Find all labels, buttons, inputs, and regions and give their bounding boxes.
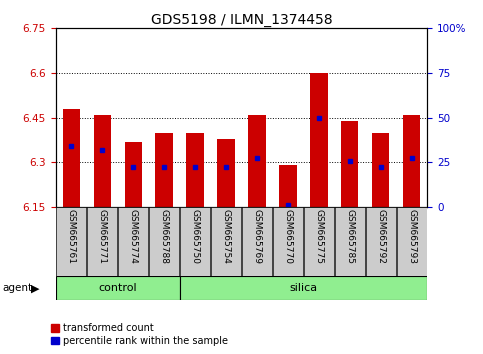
Text: GSM665792: GSM665792 xyxy=(376,209,385,264)
Text: control: control xyxy=(98,283,137,293)
Text: GSM665754: GSM665754 xyxy=(222,209,230,264)
Text: ▶: ▶ xyxy=(31,283,40,293)
Bar xyxy=(341,121,358,207)
Text: GSM665788: GSM665788 xyxy=(159,209,169,264)
Text: GSM665750: GSM665750 xyxy=(190,209,199,264)
Bar xyxy=(94,115,111,207)
Text: agent: agent xyxy=(2,283,32,293)
Bar xyxy=(280,165,297,207)
Bar xyxy=(62,109,80,207)
Bar xyxy=(149,207,179,276)
Bar xyxy=(118,207,148,276)
Bar xyxy=(186,133,203,207)
Bar xyxy=(180,276,427,300)
Text: GSM665775: GSM665775 xyxy=(314,209,324,264)
Bar xyxy=(273,207,303,276)
Bar xyxy=(397,207,427,276)
Text: GSM665774: GSM665774 xyxy=(128,209,138,264)
Bar xyxy=(335,207,365,276)
Bar xyxy=(242,207,272,276)
Text: GDS5198 / ILMN_1374458: GDS5198 / ILMN_1374458 xyxy=(151,12,332,27)
Bar xyxy=(211,207,241,276)
Bar xyxy=(248,115,266,207)
Bar xyxy=(180,207,210,276)
Bar xyxy=(311,73,327,207)
Text: GSM665785: GSM665785 xyxy=(345,209,355,264)
Bar xyxy=(56,276,180,300)
Text: GSM665761: GSM665761 xyxy=(67,209,75,264)
Text: silica: silica xyxy=(289,283,317,293)
Bar xyxy=(56,207,86,276)
Bar xyxy=(125,142,142,207)
Text: GSM665770: GSM665770 xyxy=(284,209,293,264)
Bar xyxy=(156,133,172,207)
Legend: transformed count, percentile rank within the sample: transformed count, percentile rank withi… xyxy=(51,324,228,346)
Bar xyxy=(372,133,389,207)
Text: GSM665769: GSM665769 xyxy=(253,209,261,264)
Bar xyxy=(304,207,334,276)
Bar xyxy=(403,115,421,207)
Text: GSM665793: GSM665793 xyxy=(408,209,416,264)
Bar xyxy=(217,138,235,207)
Bar xyxy=(366,207,396,276)
Bar xyxy=(87,207,117,276)
Text: GSM665771: GSM665771 xyxy=(98,209,107,264)
